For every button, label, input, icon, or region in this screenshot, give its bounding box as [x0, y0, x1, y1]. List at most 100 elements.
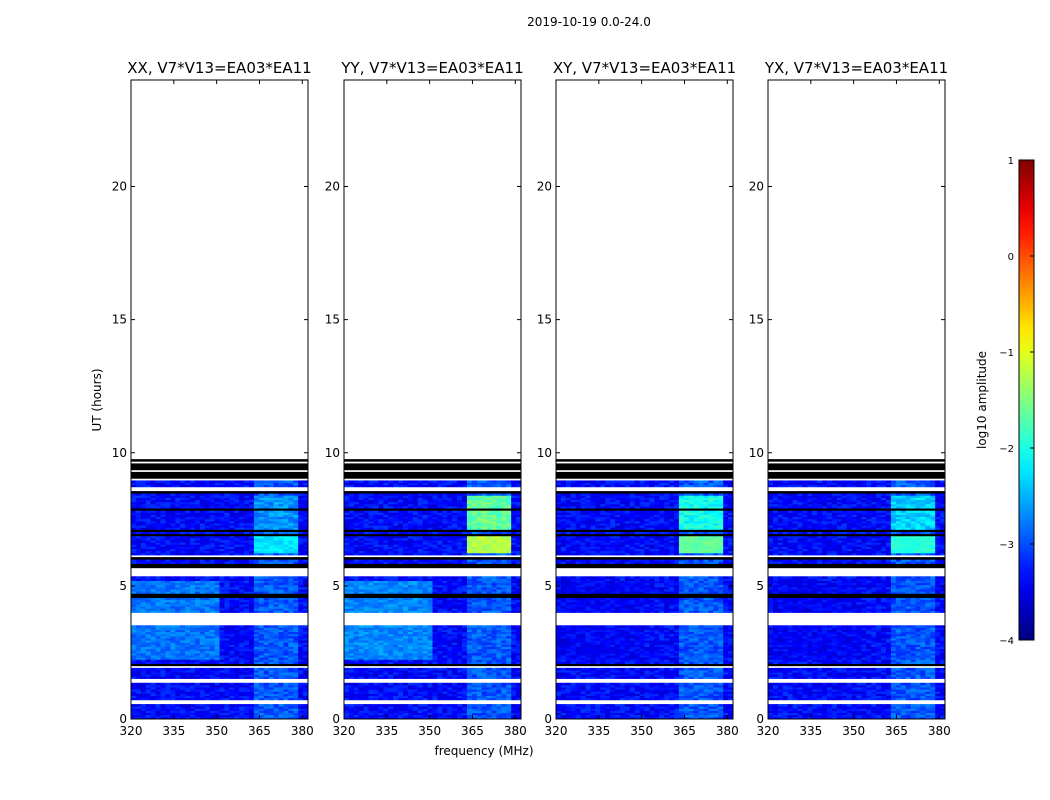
heatmap-cell	[486, 661, 492, 665]
heatmap-cell	[278, 695, 284, 699]
heatmap-cell	[462, 670, 468, 673]
heatmap-cell	[199, 597, 206, 601]
heatmap-cell	[224, 712, 230, 716]
heatmap-cell	[283, 714, 289, 718]
heatmap-cell	[293, 625, 299, 628]
heatmap-cell	[486, 706, 492, 709]
heatmap-cell	[378, 693, 384, 696]
heatmap-cell	[219, 608, 225, 611]
heatmap-cell	[145, 552, 152, 556]
heatmap-cell	[373, 608, 379, 611]
heatmap-cell	[273, 576, 279, 579]
heatmap-cell	[283, 542, 289, 545]
heatmap-cell	[244, 693, 250, 696]
heatmap-cell	[268, 531, 274, 535]
heatmap-cell	[516, 714, 522, 718]
heatmap-cell	[199, 525, 206, 528]
heatmap-cell	[219, 548, 225, 552]
heatmap-cell	[135, 676, 142, 679]
heatmap-cell	[204, 597, 211, 601]
heatmap-cell	[442, 697, 448, 701]
heatmap-cell	[160, 601, 166, 605]
heatmap-cell	[471, 580, 478, 584]
heatmap-cell	[194, 506, 201, 509]
heatmap-cell	[170, 501, 176, 505]
heatmap-cell	[378, 655, 384, 658]
heatmap-cell	[185, 631, 191, 635]
heatmap-cell	[258, 629, 265, 633]
heatmap-cell	[185, 518, 191, 522]
heatmap-cell	[145, 712, 152, 716]
heatmap-cell	[407, 652, 414, 656]
heatmap-cell	[150, 516, 156, 520]
heatmap-cell	[190, 710, 196, 714]
heatmap-cell	[496, 676, 502, 679]
heatmap-cell	[190, 586, 196, 590]
heatmap-cell	[303, 603, 309, 607]
heatmap-cell	[214, 650, 220, 654]
heatmap-cell	[383, 687, 389, 690]
heatmap-cell	[407, 627, 414, 630]
heatmap-cell	[190, 667, 196, 671]
heatmap-cell	[283, 512, 289, 515]
heatmap-cell	[393, 687, 399, 690]
heatmap-cell	[293, 642, 299, 645]
heatmap-cell	[452, 631, 458, 635]
heatmap-cell	[204, 582, 211, 586]
heatmap-cell	[457, 586, 463, 590]
heatmap-cell	[180, 672, 186, 675]
heatmap-cell	[481, 576, 487, 579]
heatmap-cell	[224, 687, 230, 690]
heatmap-cell	[442, 589, 448, 592]
heatmap-cell	[199, 499, 206, 503]
heatmap-cell	[462, 601, 468, 605]
heatmap-cell	[407, 635, 414, 639]
heatmap-cell	[393, 642, 399, 645]
heatmap-cell	[378, 610, 384, 613]
heatmap-cell	[239, 667, 245, 671]
heatmap-cell	[135, 506, 142, 509]
heatmap-cell	[224, 480, 230, 483]
heatmap-cell	[447, 629, 453, 633]
heatmap-cell	[278, 576, 284, 579]
heatmap-cell	[214, 667, 220, 671]
heatmap-cell	[293, 580, 299, 584]
heatmap-cell	[150, 708, 156, 711]
heatmap-cell	[422, 710, 428, 714]
heatmap-cell	[204, 706, 211, 709]
heatmap-cell	[273, 552, 279, 556]
heatmap-cell	[199, 518, 206, 522]
heatmap-cell	[293, 576, 299, 579]
heatmap-cell	[506, 710, 512, 714]
heatmap-cell	[378, 689, 384, 692]
heatmap-cell	[165, 642, 171, 645]
heatmap-cell	[209, 648, 215, 652]
heatmap-cell	[224, 714, 230, 718]
heatmap-cell	[209, 497, 215, 501]
heatmap-cell	[303, 537, 309, 541]
heatmap-cell	[348, 712, 355, 716]
heatmap-cell	[442, 631, 448, 635]
heatmap-cell	[190, 625, 196, 628]
heatmap-cell	[219, 644, 225, 647]
heatmap-cell	[239, 646, 245, 650]
heatmap-cell	[412, 582, 419, 586]
heatmap-cell	[249, 650, 255, 654]
heatmap-cell	[452, 638, 458, 641]
heatmap-cell	[358, 667, 365, 671]
heatmap-cell	[239, 514, 245, 518]
heatmap-cell	[491, 687, 497, 690]
heatmap-cell	[268, 512, 274, 515]
heatmap-cell	[249, 499, 255, 503]
heatmap-cell	[403, 667, 409, 671]
heatmap-cell	[199, 687, 206, 690]
heatmap-cell	[452, 710, 458, 714]
heatmap-cell	[131, 523, 137, 526]
heatmap-cell	[516, 576, 522, 579]
heatmap-cell	[185, 710, 191, 714]
heatmap-cell	[194, 676, 201, 679]
heatmap-cell	[303, 548, 309, 552]
heatmap-cell	[229, 552, 235, 556]
heatmap-cell	[348, 589, 355, 592]
heatmap-cell	[135, 482, 142, 486]
